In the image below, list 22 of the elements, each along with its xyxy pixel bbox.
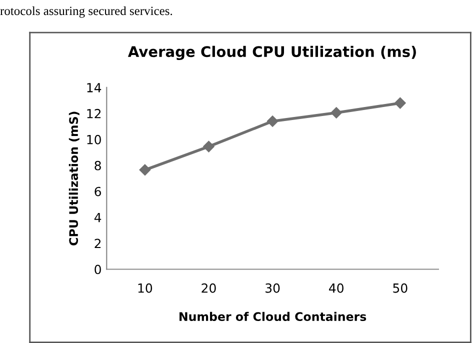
point [139,164,151,176]
y-tick-label: 4 [94,212,102,222]
y-tick-label: 2 [94,238,101,248]
y-axis-title: CPU Utilization (mS) [68,112,80,246]
y-tick-label: 14 [87,83,102,92]
x-tick-label: 20 [202,283,216,293]
point [394,97,406,109]
x-tick-label: 40 [329,283,344,293]
y-tick-label: 6 [94,186,101,196]
y-tick-label: 12 [87,108,101,118]
point [203,140,214,152]
chart-title: Average Cloud CPU Utilization (ms) [128,46,416,60]
y-tick-label: 8 [94,160,101,170]
point [330,107,342,118]
point [266,116,278,127]
x-tick-label: 30 [266,283,280,293]
x-tick-label: 50 [393,283,408,293]
y-tick-label: 10 [87,134,101,144]
x-axis-title: Number of Cloud Containers [180,312,366,322]
y-tick-label: 0 [94,264,101,274]
x-tick-label: 10 [138,283,152,293]
text: rotocols assuring secured services. [0,6,172,18]
